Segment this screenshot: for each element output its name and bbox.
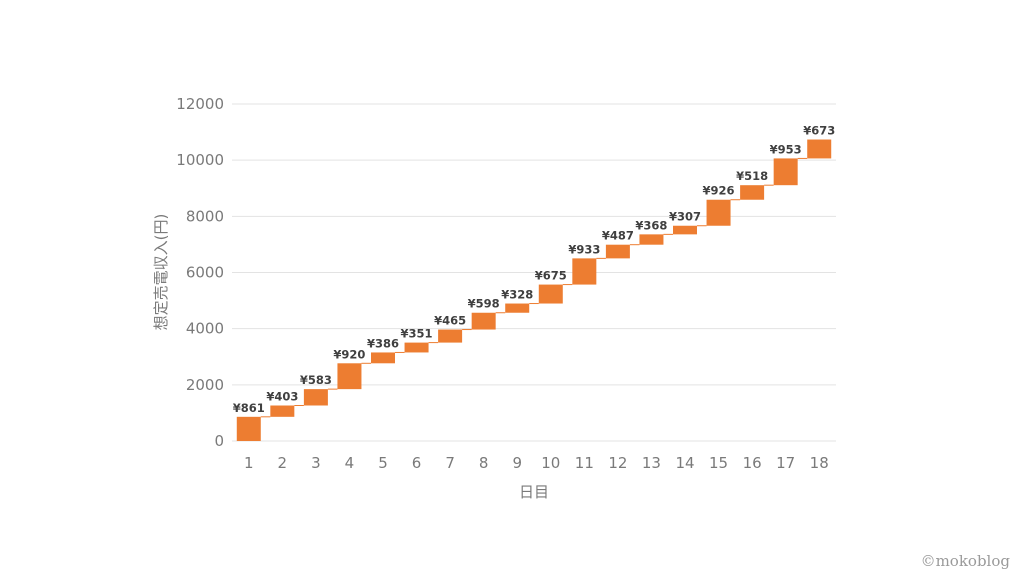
bar: [303, 389, 328, 406]
data-label: ¥351: [401, 327, 433, 341]
data-label: ¥465: [434, 314, 466, 328]
data-label: ¥861: [233, 401, 265, 415]
x-tick-label: 9: [512, 454, 522, 472]
x-tick-label: 7: [445, 454, 455, 472]
data-label: ¥598: [468, 297, 500, 311]
bar: [371, 352, 395, 364]
bar: [270, 405, 295, 417]
x-tick-label: 8: [479, 454, 489, 472]
credit-watermark: ©mokoblog: [920, 552, 1010, 570]
data-label: ¥583: [300, 373, 332, 387]
data-label: ¥307: [669, 210, 701, 224]
bar: [337, 363, 362, 390]
y-tick-label: 0: [214, 432, 224, 450]
data-label: ¥487: [602, 229, 634, 243]
x-tick-label: 5: [378, 454, 388, 472]
bar: [807, 139, 832, 159]
data-label: ¥933: [568, 242, 600, 256]
bar: [773, 158, 798, 186]
data-label: ¥368: [635, 218, 667, 232]
y-axis-title: 想定売電収入(円): [152, 214, 170, 331]
x-tick-label: 17: [776, 454, 795, 472]
x-tick-label: 13: [642, 454, 661, 472]
data-label: ¥403: [266, 390, 298, 404]
bar: [605, 244, 630, 259]
x-tick-label: 2: [278, 454, 288, 472]
y-tick-label: 12000: [176, 95, 224, 113]
x-tick-label: 18: [810, 454, 829, 472]
y-tick-label: 2000: [186, 376, 224, 394]
data-label: ¥673: [803, 124, 835, 138]
data-label: ¥675: [535, 269, 567, 283]
bar: [706, 199, 731, 226]
x-tick-label: 6: [412, 454, 422, 472]
x-tick-label: 10: [541, 454, 560, 472]
bar: [673, 225, 697, 235]
data-label: ¥920: [333, 347, 365, 361]
data-label: ¥386: [367, 336, 399, 350]
data-label: ¥518: [736, 169, 768, 183]
x-tick-label: 11: [575, 454, 594, 472]
bar: [740, 185, 765, 200]
bar: [404, 342, 429, 353]
bar: [639, 234, 664, 245]
x-axis-title: 日目: [519, 483, 549, 501]
y-tick-label: 6000: [186, 264, 224, 282]
x-tick-label: 14: [675, 454, 694, 472]
x-tick-label: 1: [244, 454, 254, 472]
bar: [471, 312, 496, 330]
data-label: ¥926: [703, 184, 735, 198]
y-tick-label: 8000: [186, 207, 224, 225]
x-tick-label: 3: [311, 454, 321, 472]
data-label: ¥953: [770, 142, 802, 156]
y-tick-label: 10000: [176, 151, 224, 169]
x-tick-label: 16: [743, 454, 762, 472]
bar: [572, 258, 597, 285]
x-tick-label: 12: [608, 454, 627, 472]
data-label: ¥328: [501, 288, 533, 302]
x-tick-label: 4: [345, 454, 355, 472]
y-tick-label: 4000: [186, 320, 224, 338]
bar: [236, 416, 261, 441]
bar: [438, 329, 463, 343]
bar: [538, 284, 563, 304]
x-tick-label: 15: [709, 454, 728, 472]
bar: [505, 303, 530, 313]
